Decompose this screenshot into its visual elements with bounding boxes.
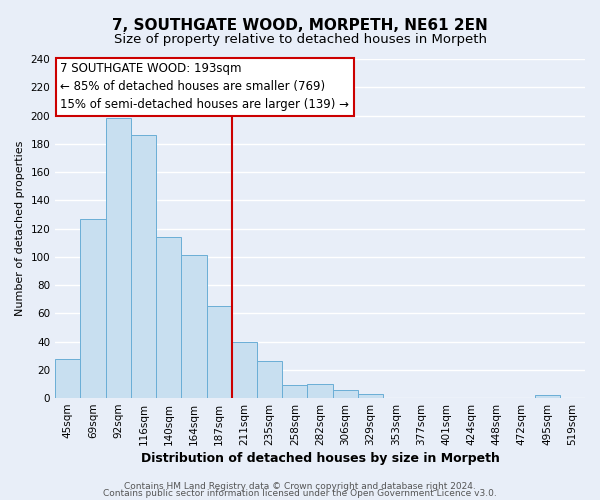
Bar xyxy=(282,386,307,398)
Bar xyxy=(181,256,206,398)
Bar xyxy=(206,306,232,398)
Bar xyxy=(80,218,106,398)
Bar xyxy=(232,342,257,398)
Text: 7 SOUTHGATE WOOD: 193sqm
← 85% of detached houses are smaller (769)
15% of semi-: 7 SOUTHGATE WOOD: 193sqm ← 85% of detach… xyxy=(61,62,349,112)
Text: Contains HM Land Registry data © Crown copyright and database right 2024.: Contains HM Land Registry data © Crown c… xyxy=(124,482,476,491)
Bar xyxy=(156,237,181,398)
Text: Contains public sector information licensed under the Open Government Licence v3: Contains public sector information licen… xyxy=(103,490,497,498)
Bar xyxy=(358,394,383,398)
Bar xyxy=(131,136,156,398)
Bar xyxy=(332,390,358,398)
Bar xyxy=(257,362,282,398)
Bar xyxy=(106,118,131,398)
Bar xyxy=(307,384,332,398)
X-axis label: Distribution of detached houses by size in Morpeth: Distribution of detached houses by size … xyxy=(140,452,500,465)
Bar xyxy=(535,395,560,398)
Y-axis label: Number of detached properties: Number of detached properties xyxy=(15,141,25,316)
Text: Size of property relative to detached houses in Morpeth: Size of property relative to detached ho… xyxy=(113,32,487,46)
Bar xyxy=(55,358,80,398)
Text: 7, SOUTHGATE WOOD, MORPETH, NE61 2EN: 7, SOUTHGATE WOOD, MORPETH, NE61 2EN xyxy=(112,18,488,32)
